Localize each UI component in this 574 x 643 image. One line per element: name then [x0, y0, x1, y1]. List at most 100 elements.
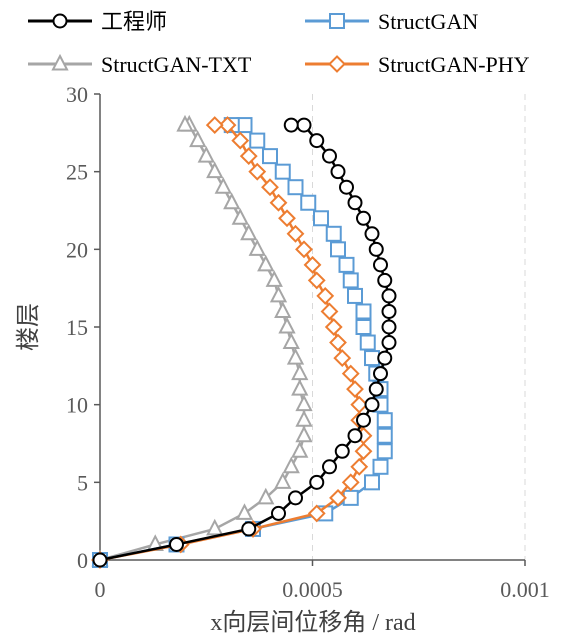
data-point-diamond [350, 457, 369, 476]
data-point-square [364, 474, 380, 491]
data-point-circle [356, 210, 371, 226]
data-point-triangle [214, 177, 232, 194]
data-point-triangle [278, 316, 296, 334]
data-point-square [364, 350, 380, 367]
data-point-diamond [269, 193, 288, 212]
data-point-triangle [282, 456, 300, 474]
data-point-diamond [307, 271, 326, 290]
series-3 [91, 116, 373, 569]
data-point-circle [92, 552, 108, 568]
data-point-diamond [239, 147, 258, 166]
data-point-square [249, 132, 266, 149]
data-point-triangle [269, 285, 288, 303]
data-point-circle [339, 179, 354, 195]
data-point-circle [309, 474, 325, 490]
data-point-diamond [261, 178, 279, 197]
data-point-triangle [176, 114, 194, 132]
data-point-square [359, 334, 376, 351]
data-point-diamond [320, 302, 339, 321]
data-point-triangle [206, 518, 224, 536]
data-point-circle [381, 319, 397, 335]
data-point-circle [296, 117, 312, 133]
y-tick-label: 30 [66, 82, 88, 107]
data-point-diamond [307, 504, 326, 523]
data-point-diamond [324, 318, 343, 336]
legend: 工程师 StructGAN StructGAN-TXT StructGAN-PHY [28, 9, 530, 77]
data-point-diamond [341, 473, 360, 492]
data-point-square [329, 13, 345, 29]
data-point-diamond [328, 55, 346, 73]
data-point-circle [322, 148, 337, 164]
data-point-diamond [231, 131, 250, 150]
data-point-square [355, 303, 372, 320]
data-point-circle [381, 303, 397, 319]
legend-label: StructGAN-TXT [101, 52, 252, 77]
y-tick-label: 10 [66, 393, 88, 418]
y-tick-label: 0 [77, 548, 88, 573]
data-point-circle [52, 13, 68, 29]
data-point-circle [283, 117, 299, 133]
data-point-diamond [346, 380, 364, 399]
data-point-circle [347, 428, 363, 444]
data-point-triangle [295, 410, 313, 427]
data-point-square [325, 225, 342, 242]
data-point-triangle [51, 53, 69, 71]
data-point-triangle [286, 347, 305, 365]
data-point-square [287, 179, 304, 196]
data-point-triangle [206, 161, 224, 179]
data-point-square [313, 210, 329, 227]
y-axis-title: 楼层 [15, 303, 42, 351]
data-point-circle [377, 350, 393, 366]
data-point-triangle [223, 192, 241, 210]
data-point-triangle [295, 394, 313, 412]
y-tick-label: 15 [66, 315, 88, 340]
series-2 [91, 114, 313, 567]
data-point-diamond [295, 240, 313, 259]
data-point-circle [271, 505, 286, 521]
data-point-triangle [197, 145, 215, 163]
x-tick-label: 0.001 [500, 577, 550, 602]
data-point-circle [381, 335, 397, 351]
tick-labels: 0 5 10 15 20 25 30 0 0.0005 0.001 [66, 82, 550, 602]
data-point-triangle [295, 425, 313, 443]
data-point-square [300, 194, 317, 211]
data-point-circle [347, 195, 363, 211]
data-point-triangle [291, 441, 309, 458]
x-axis-title: x向层间位移角 / rad [210, 609, 415, 636]
data-point-diamond [333, 349, 352, 367]
y-tick-label: 20 [66, 237, 88, 262]
data-point-square [274, 163, 291, 180]
legend-entry: 工程师 [28, 9, 167, 34]
data-point-square [338, 256, 355, 273]
axes [94, 93, 526, 566]
data-point-circle [334, 443, 350, 459]
data-point-diamond [350, 395, 369, 414]
data-point-square [355, 319, 372, 335]
data-point-circle [330, 164, 346, 180]
data-point-circle [356, 412, 371, 428]
data-point-diamond [341, 364, 360, 383]
data-point-diamond [316, 287, 335, 305]
data-point-triangle [291, 363, 309, 381]
data-point-triangle [282, 332, 300, 350]
x-tick-label: 0.0005 [282, 577, 343, 602]
data-point-triangle [189, 130, 207, 148]
legend-label: StructGAN [378, 9, 478, 34]
data-point-circle [377, 272, 393, 288]
series-line [99, 123, 365, 562]
data-point-circle [373, 257, 388, 273]
data-point-triangle [257, 254, 275, 272]
data-point-circle [241, 521, 257, 537]
data-point-circle [288, 490, 303, 506]
legend-entry: StructGAN-PHY [305, 52, 530, 77]
legend-label: 工程师 [101, 9, 167, 34]
data-point-triangle [257, 487, 275, 505]
legend-label: StructGAN-PHY [378, 52, 530, 77]
data-point-diamond [286, 224, 305, 243]
data-point-circle [364, 226, 380, 242]
data-point-square [376, 427, 393, 444]
x-tick-label: 0 [95, 577, 106, 602]
data-point-triangle [274, 301, 292, 318]
data-point-circle [364, 397, 380, 413]
data-point-diamond [248, 162, 267, 181]
